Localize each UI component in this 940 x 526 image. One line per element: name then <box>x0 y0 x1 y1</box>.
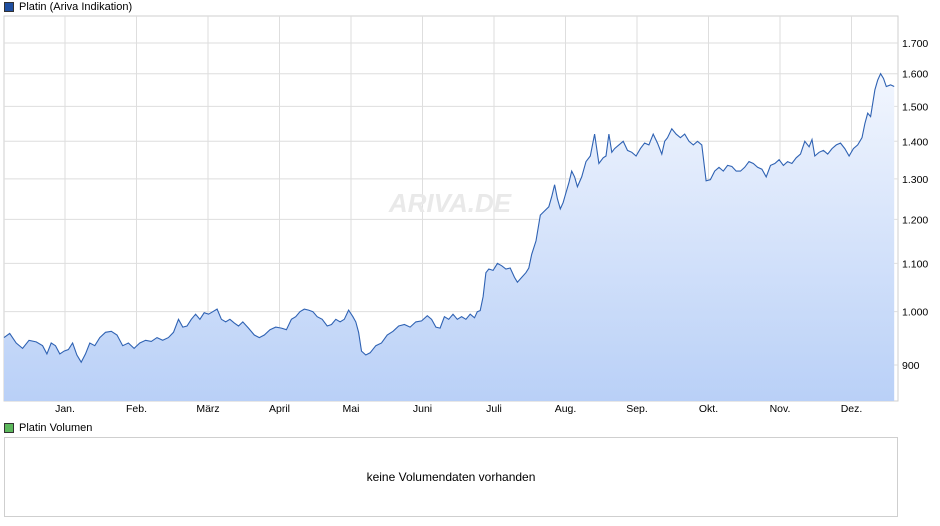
price-legend: Platin (Ariva Indikation) <box>4 0 132 14</box>
y-tick-label: 1.300 <box>902 174 928 186</box>
volume-legend-label: Platin Volumen <box>19 422 93 434</box>
x-tick-label: Jan. <box>55 403 75 415</box>
y-axis-ticks: 900 1.000 1.100 1.200 1.300 1.400 1.500 1.600 1.… <box>902 38 928 372</box>
x-tick-label: Juli <box>486 403 502 415</box>
x-tick-label: Okt. <box>699 403 718 415</box>
x-tick-label: März <box>196 403 219 415</box>
watermark-logo: ARIVA.DE <box>388 188 512 218</box>
x-tick-label: Mai <box>343 403 360 415</box>
volume-panel: keine Volumendaten vorhanden <box>4 437 898 517</box>
x-tick-label: Sep. <box>626 403 648 415</box>
price-area <box>4 73 895 401</box>
x-tick-label: Dez. <box>841 403 863 415</box>
x-tick-label: Juni <box>413 403 432 415</box>
y-tick-label: 1.600 <box>902 69 928 81</box>
volume-empty-message: keine Volumendaten vorhanden <box>366 470 536 484</box>
x-tick-label: Nov. <box>770 403 791 415</box>
x-tick-label: April <box>269 403 290 415</box>
x-tick-label: Aug. <box>555 403 577 415</box>
y-tick-label: 1.700 <box>902 38 928 50</box>
x-axis-ticks: Jan. Feb. März April Mai Juni Juli Aug. Sep. Okt.… <box>55 403 862 415</box>
y-tick-label: 1.200 <box>902 214 928 226</box>
y-tick-label: 1.000 <box>902 307 928 319</box>
y-tick-label: 900 <box>902 360 920 372</box>
price-chart[interactable]: ARIVA.DE Jan. Feb. März April Mai Juni Juli Aug… <box>0 0 940 420</box>
y-tick-label: 1.400 <box>902 136 928 148</box>
x-tick-label: Feb. <box>126 403 147 415</box>
volume-legend-swatch <box>4 423 14 433</box>
volume-legend: Platin Volumen <box>4 421 92 435</box>
price-line <box>3 72 895 364</box>
y-tick-label: 1.500 <box>902 101 928 113</box>
y-tick-label: 1.100 <box>902 258 928 270</box>
price-legend-swatch <box>4 2 14 12</box>
price-legend-label: Platin (Ariva Indikation) <box>19 1 133 13</box>
